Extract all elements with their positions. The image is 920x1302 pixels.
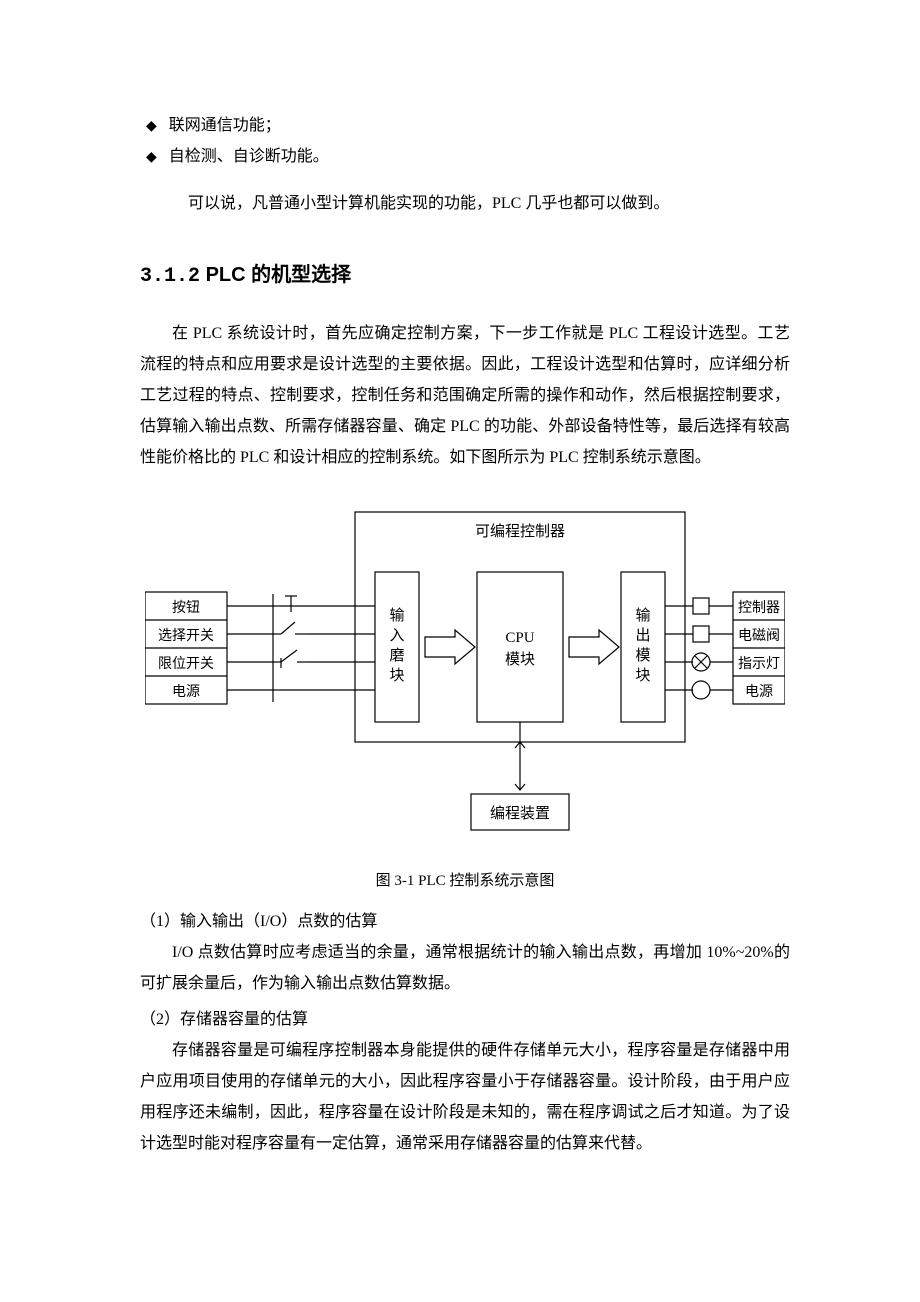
output-symbols <box>665 598 733 699</box>
section-number: 3.1.2 <box>140 265 200 288</box>
left-devices: 按钮 选择开关 限位开关 电源 <box>145 592 227 704</box>
svg-text:磨: 磨 <box>389 647 404 664</box>
figure-caption: 图 3-1 PLC 控制系统示意图 <box>140 867 790 896</box>
svg-text:限位开关: 限位开关 <box>158 656 214 672</box>
programming-device: 编程装置 <box>471 722 569 830</box>
svg-text:块: 块 <box>635 667 650 684</box>
bullet-item-1: ◆ 联网通信功能； <box>146 110 790 141</box>
arrow-cpu-out <box>569 630 619 664</box>
section-heading: 3.1.2 PLC 的机型选择 <box>140 256 790 296</box>
item1-body: I/O 点数估算时应考虑适当的余量，通常根据统计的输入输出点数，再增加 10%~… <box>140 937 790 999</box>
svg-text:出: 出 <box>635 627 650 644</box>
input-module-label: 输 <box>389 607 404 624</box>
diamond-icon: ◆ <box>146 114 157 141</box>
svg-text:模块: 模块 <box>505 651 535 668</box>
item2-heading: （2）存储器容量的估算 <box>140 1004 790 1035</box>
svg-text:CPU: CPU <box>505 630 534 646</box>
svg-text:指示灯: 指示灯 <box>738 656 780 672</box>
item2-body: 存储器容量是可编程序控制器本身能提供的硬件存储单元大小，程序容量是存储器中用户应… <box>140 1035 790 1160</box>
svg-text:编程装置: 编程装置 <box>490 805 550 822</box>
paragraph-1: 在 PLC 系统设计时，首先应确定控制方案，下一步工作就是 PLC 工程设计选型… <box>140 318 790 474</box>
diamond-icon: ◆ <box>146 145 157 172</box>
svg-text:块: 块 <box>389 667 404 684</box>
svg-text:控制器: 控制器 <box>738 600 780 616</box>
svg-text:电源: 电源 <box>745 684 773 700</box>
arrow-in-cpu <box>425 630 475 664</box>
svg-text:选择开关: 选择开关 <box>158 628 214 644</box>
svg-text:电磁阀: 电磁阀 <box>738 628 780 644</box>
plc-diagram-svg: 可编程控制器 按钮 选择开关 限位开关 电源 <box>145 502 785 842</box>
after-bullets-line: 可以说，凡普通小型计算机能实现的功能，PLC 几乎也都可以做到。 <box>188 188 790 219</box>
svg-text:输: 输 <box>635 607 650 624</box>
svg-text:模: 模 <box>635 647 650 664</box>
right-devices: 控制器 电磁阀 指示灯 电源 <box>733 592 785 704</box>
svg-text:按钮: 按钮 <box>172 600 200 616</box>
svg-text:入: 入 <box>389 628 404 644</box>
bullet-text: 联网通信功能； <box>169 110 790 141</box>
bullet-text: 自检测、自诊断功能。 <box>169 141 790 172</box>
switch-symbols <box>227 594 375 702</box>
document-page: ◆ 联网通信功能； ◆ 自检测、自诊断功能。 可以说，凡普通小型计算机能实现的功… <box>0 0 920 1239</box>
plc-diagram: 可编程控制器 按钮 选择开关 限位开关 电源 <box>145 502 785 853</box>
bullet-item-2: ◆ 自检测、自诊断功能。 <box>146 141 790 172</box>
svg-text:电源: 电源 <box>172 684 200 700</box>
section-title: PLC 的机型选择 <box>200 264 351 286</box>
item1-heading: （1）输入输出（I/O）点数的估算 <box>140 906 790 937</box>
diagram-title: 可编程控制器 <box>475 523 565 540</box>
